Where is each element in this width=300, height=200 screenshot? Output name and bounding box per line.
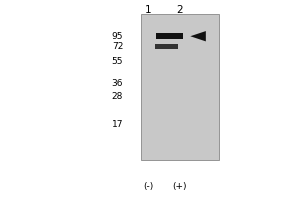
Text: 95: 95	[112, 32, 123, 41]
Text: (+): (+)	[172, 182, 187, 191]
Text: 1: 1	[145, 5, 152, 15]
Bar	[156, 33, 183, 39]
Bar	[141, 14, 219, 160]
Text: 72: 72	[112, 42, 123, 51]
Text: 2: 2	[176, 5, 183, 15]
Text: 36: 36	[112, 79, 123, 88]
Text: 17: 17	[112, 120, 123, 129]
Text: (-): (-)	[143, 182, 154, 191]
Polygon shape	[190, 31, 206, 41]
Bar	[155, 44, 178, 49]
Text: 28: 28	[112, 92, 123, 101]
Text: 55: 55	[112, 57, 123, 66]
